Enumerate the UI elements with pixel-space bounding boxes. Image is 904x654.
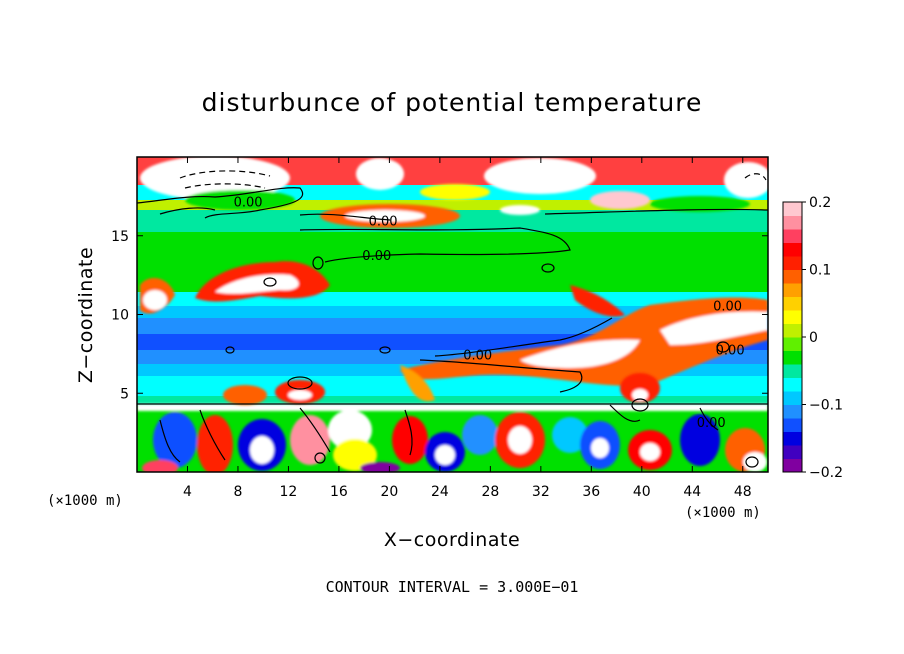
colorbar-swatch bbox=[783, 269, 802, 284]
x-tick-label: 32 bbox=[532, 484, 550, 500]
x-tick-label: 24 bbox=[431, 484, 449, 500]
colorbar-swatch bbox=[783, 310, 802, 324]
colorbar-swatch bbox=[783, 242, 802, 257]
colorbar-tick-label: −0.2 bbox=[809, 465, 843, 481]
x-tick-label: 36 bbox=[582, 484, 600, 500]
x-axis-ticks: 4 8 12 16 20 24 28 32 36 40 44 48 bbox=[183, 157, 752, 500]
colorbar-tick-label: 0.2 bbox=[809, 195, 831, 211]
colorbar-swatch bbox=[783, 364, 802, 378]
colorbar-tick-label: 0.1 bbox=[809, 263, 831, 279]
x-tick-label: 20 bbox=[380, 484, 398, 500]
x-tick-label: 28 bbox=[481, 484, 499, 500]
colorbar bbox=[783, 202, 802, 473]
chart-title: disturbunce of potential temperature bbox=[202, 88, 703, 117]
x-tick-label: 44 bbox=[683, 484, 701, 500]
y-tick-label: 15 bbox=[111, 229, 129, 245]
colorbar-ticks: 0.2 0.1 0 −0.1 −0.2 bbox=[802, 195, 843, 481]
colorbar-swatch bbox=[783, 391, 802, 405]
contour-interval-note: CONTOUR INTERVAL = 3.000E−01 bbox=[326, 578, 579, 596]
contour-label: 0.00 bbox=[716, 344, 745, 359]
contour-label: 0.00 bbox=[369, 215, 398, 230]
contour-label: 0.00 bbox=[463, 348, 492, 363]
contour-label: 0.00 bbox=[697, 416, 726, 431]
colorbar-swatch bbox=[783, 229, 802, 243]
contour-label: 0.00 bbox=[713, 300, 742, 315]
y-tick-label: 5 bbox=[120, 386, 129, 402]
colorbar-swatch bbox=[783, 296, 802, 311]
contour-label: 0.00 bbox=[234, 196, 263, 211]
x-tick-label: 8 bbox=[233, 484, 242, 500]
y-axis-ticks: 5 10 15 bbox=[111, 229, 768, 402]
colorbar-swatch bbox=[783, 202, 802, 216]
x-tick-label: 40 bbox=[633, 484, 651, 500]
colorbar-swatch bbox=[783, 283, 802, 297]
x-axis-unit-right: (×1000 m) bbox=[685, 505, 761, 521]
contour-labels: 0.00 0.00 0.00 0.00 0.00 0.00 0.00 bbox=[234, 196, 745, 431]
zero-contours bbox=[137, 170, 768, 468]
colorbar-swatch bbox=[783, 377, 802, 392]
colorbar-swatch bbox=[783, 323, 802, 338]
colorbar-swatch bbox=[783, 404, 802, 419]
colorbar-swatch bbox=[783, 350, 802, 365]
colorbar-swatch bbox=[783, 431, 802, 446]
x-axis-title: X−coordinate bbox=[384, 529, 520, 551]
x-tick-label: 48 bbox=[734, 484, 752, 500]
colorbar-swatch bbox=[783, 458, 802, 473]
x-tick-label: 4 bbox=[183, 484, 192, 500]
x-axis-unit-left: (×1000 m) bbox=[47, 493, 123, 509]
colorbar-swatch bbox=[783, 256, 802, 270]
x-tick-label: 16 bbox=[330, 484, 348, 500]
colorbar-tick-label: −0.1 bbox=[809, 398, 843, 414]
y-axis-title: Z−coordinate bbox=[75, 247, 97, 383]
potential-temperature-field: 0.00 0.00 0.00 0.00 0.00 0.00 0.00 bbox=[137, 157, 768, 472]
y-tick-label: 10 bbox=[111, 308, 129, 324]
x-tick-label: 12 bbox=[280, 484, 298, 500]
contour-label: 0.00 bbox=[362, 249, 391, 264]
colorbar-swatch bbox=[783, 337, 802, 351]
colorbar-tick-label: 0 bbox=[809, 330, 818, 346]
colorbar-swatch bbox=[783, 445, 802, 459]
colorbar-swatch bbox=[783, 215, 802, 230]
colorbar-swatch bbox=[783, 418, 802, 432]
